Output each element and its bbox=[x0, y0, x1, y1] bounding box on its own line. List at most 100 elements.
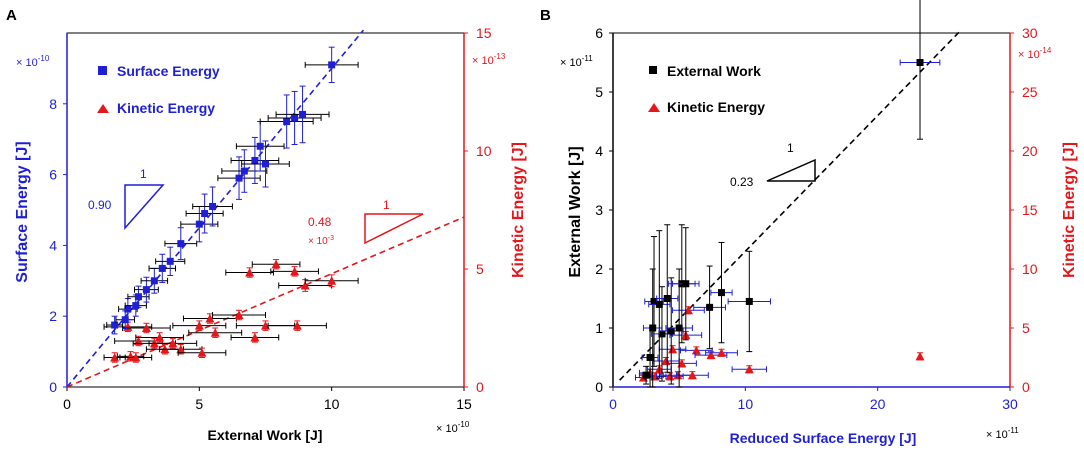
panel-b-y-right-axis-title: Kinetic Energy [J] bbox=[1061, 142, 1078, 278]
data-point-square bbox=[283, 118, 291, 125]
data-point-triangle bbox=[665, 371, 675, 381]
data-point-square bbox=[158, 264, 166, 272]
data-point-triangle bbox=[234, 310, 244, 320]
slope-triangle-right bbox=[364, 213, 424, 245]
data-point-square bbox=[658, 330, 666, 338]
panel-a-frame bbox=[66, 32, 465, 388]
panel-a-x-axis-title: External Work [J] bbox=[208, 427, 323, 443]
x-tick-label: 30 bbox=[1002, 396, 1018, 412]
data-point-square bbox=[667, 327, 675, 335]
legend-external-work: External Work bbox=[667, 63, 761, 79]
slope-left-value: 0.90 bbox=[88, 198, 112, 212]
data-point-square bbox=[646, 354, 654, 361]
legend-kinetic-energy: Kinetic Energy bbox=[667, 99, 765, 115]
data-point-triangle bbox=[197, 348, 207, 357]
y-right-tick-label: 5 bbox=[1022, 320, 1030, 336]
y-left-tick-label: 2 bbox=[595, 261, 603, 277]
panel-a-kinetic-series bbox=[103, 259, 359, 363]
y-left-tick-label: 6 bbox=[49, 167, 57, 183]
legend-square-marker bbox=[98, 66, 107, 75]
panel-b-fit-lines bbox=[619, 30, 961, 381]
data-point-triangle bbox=[205, 314, 215, 323]
data-point-square bbox=[682, 280, 690, 288]
data-point-square bbox=[150, 277, 158, 285]
x-tick-label: 0 bbox=[63, 396, 71, 412]
panel-a-label: A bbox=[6, 7, 17, 24]
panel-b-y-left-axis-title: External Work [J] bbox=[567, 146, 584, 277]
y-left-tick-label: 4 bbox=[49, 237, 57, 253]
data-point-triangle bbox=[126, 351, 136, 361]
y-right-tick-label: 25 bbox=[1022, 84, 1038, 100]
slope-right-run: 1 bbox=[383, 198, 390, 212]
legend-triangle-marker bbox=[648, 103, 660, 112]
data-point-square bbox=[166, 257, 174, 265]
data-point-triangle bbox=[744, 364, 754, 374]
y-right-tick-label: 5 bbox=[476, 261, 484, 277]
y-left-tick-label: 0 bbox=[49, 379, 57, 395]
panel-a-y-right-multiplier: × 10-13 bbox=[472, 52, 506, 67]
data-point-square bbox=[675, 324, 683, 332]
data-point-square bbox=[291, 114, 299, 122]
data-point-triangle bbox=[131, 353, 141, 362]
data-point-square bbox=[111, 321, 119, 329]
data-point-triangle bbox=[194, 321, 204, 330]
slope-left-run: 1 bbox=[140, 167, 147, 181]
data-point-triangle bbox=[691, 345, 701, 355]
data-point-square bbox=[235, 174, 243, 182]
data-point-triangle bbox=[706, 350, 716, 360]
kinetic-fit-line bbox=[66, 216, 465, 388]
data-point-square bbox=[195, 220, 203, 228]
slope-triangle-left bbox=[124, 184, 165, 230]
panel-a-slope-right: 1 0.48 × 10-3 bbox=[308, 198, 424, 247]
y-right-tick-label: 30 bbox=[1022, 25, 1038, 41]
data-point-square bbox=[299, 110, 307, 118]
slope-right-multiplier: × 10-3 bbox=[308, 235, 334, 247]
y-left-tick-label: 2 bbox=[49, 308, 57, 324]
legend-square-marker bbox=[649, 66, 657, 74]
y-left-tick-label: 1 bbox=[595, 320, 603, 336]
data-point-triangle bbox=[290, 266, 300, 276]
data-point-square bbox=[124, 305, 132, 313]
data-point-square bbox=[177, 240, 185, 248]
panel-b-y-right-multiplier: × 10-14 bbox=[1018, 46, 1052, 61]
y-right-tick-label: 15 bbox=[476, 25, 492, 41]
data-point-triangle bbox=[300, 281, 310, 290]
slope-run: 1 bbox=[787, 141, 794, 155]
data-point-square bbox=[718, 289, 726, 297]
x-tick-label: 20 bbox=[870, 396, 886, 412]
data-point-triangle bbox=[717, 348, 727, 357]
y-right-tick-label: 10 bbox=[1022, 261, 1038, 277]
y-left-tick-label: 3 bbox=[595, 202, 603, 218]
data-point-triangle bbox=[292, 321, 302, 330]
y-left-tick-label: 8 bbox=[49, 96, 57, 112]
data-point-triangle bbox=[110, 353, 120, 362]
panel-a-y-left-multiplier: × 10-10 bbox=[16, 54, 50, 69]
data-point-square bbox=[745, 297, 753, 305]
data-point-triangle bbox=[141, 323, 151, 332]
panel-a-x-multiplier: × 10-10 bbox=[436, 420, 470, 435]
data-point-square bbox=[256, 142, 264, 150]
panel-a-surface-series bbox=[106, 46, 359, 335]
panel-b-x-axis-title: Reduced Surface Energy [J] bbox=[730, 430, 917, 446]
panel-b-y-left-multiplier: × 10-11 bbox=[560, 54, 593, 69]
data-point-square bbox=[328, 61, 336, 69]
y-right-tick-label: 15 bbox=[1022, 202, 1038, 218]
data-point-triangle bbox=[327, 276, 337, 285]
panel-b-label: B bbox=[540, 7, 551, 24]
data-point-square bbox=[706, 303, 714, 311]
y-right-tick-label: 0 bbox=[1022, 379, 1030, 395]
data-point-square bbox=[663, 295, 671, 302]
data-point-square bbox=[649, 324, 657, 332]
x-tick-label: 10 bbox=[738, 396, 754, 412]
panel-a-y-left-axis-title: Surface Energy [J] bbox=[14, 141, 31, 282]
panel-b-legend: External Work Kinetic Energy bbox=[648, 63, 765, 115]
slope-triangle bbox=[766, 158, 816, 182]
data-point-triangle bbox=[687, 370, 697, 380]
data-point-triangle bbox=[915, 351, 925, 361]
panel-a-slope-left: 1 0.90 bbox=[88, 167, 165, 230]
y-left-tick-label: 6 bbox=[595, 25, 603, 41]
data-point-triangle bbox=[168, 338, 178, 348]
